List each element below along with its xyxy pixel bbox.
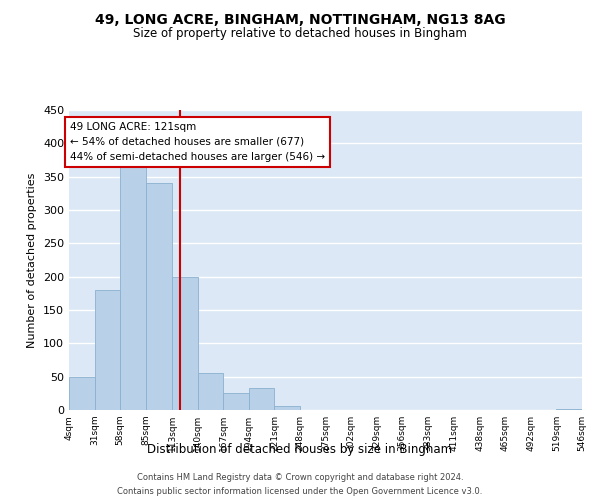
Bar xyxy=(556,408,582,410)
Y-axis label: Number of detached properties: Number of detached properties xyxy=(28,172,37,348)
Bar xyxy=(223,392,249,410)
Text: Distribution of detached houses by size in Bingham: Distribution of detached houses by size … xyxy=(148,442,452,456)
Bar xyxy=(69,378,95,410)
Bar xyxy=(146,184,172,410)
Bar xyxy=(172,276,198,410)
Bar xyxy=(274,406,300,410)
Text: Size of property relative to detached houses in Bingham: Size of property relative to detached ho… xyxy=(133,28,467,40)
Bar xyxy=(95,290,120,410)
Text: 49 LONG ACRE: 121sqm
← 54% of detached houses are smaller (677)
44% of semi-deta: 49 LONG ACRE: 121sqm ← 54% of detached h… xyxy=(70,122,325,162)
Text: Contains HM Land Registry data © Crown copyright and database right 2024.: Contains HM Land Registry data © Crown c… xyxy=(137,472,463,482)
Text: Contains public sector information licensed under the Open Government Licence v3: Contains public sector information licen… xyxy=(118,488,482,496)
Bar xyxy=(120,166,146,410)
Bar xyxy=(249,388,274,410)
Text: 49, LONG ACRE, BINGHAM, NOTTINGHAM, NG13 8AG: 49, LONG ACRE, BINGHAM, NOTTINGHAM, NG13… xyxy=(95,12,505,26)
Bar xyxy=(198,374,223,410)
